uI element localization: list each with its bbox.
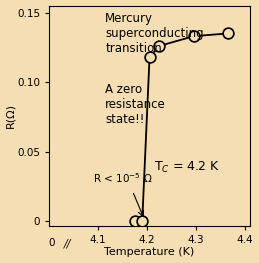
Point — [226, 31, 230, 36]
Point — [133, 219, 137, 224]
Text: //: // — [64, 238, 71, 248]
Text: T$_C$ = 4.2 K: T$_C$ = 4.2 K — [154, 160, 221, 175]
Text: 0: 0 — [48, 238, 55, 248]
Point — [157, 44, 161, 48]
Y-axis label: R(Ω): R(Ω) — [5, 103, 16, 128]
Text: Mercury
superconducting
transition: Mercury superconducting transition — [105, 12, 204, 55]
Text: R < 10$^{-5}$ $\Omega$: R < 10$^{-5}$ $\Omega$ — [93, 171, 153, 185]
Point — [192, 34, 196, 38]
Point — [140, 219, 144, 224]
Text: A zero
resistance
state!!: A zero resistance state!! — [105, 83, 166, 126]
X-axis label: Temperature (K): Temperature (K) — [104, 247, 195, 257]
Point — [147, 55, 152, 59]
